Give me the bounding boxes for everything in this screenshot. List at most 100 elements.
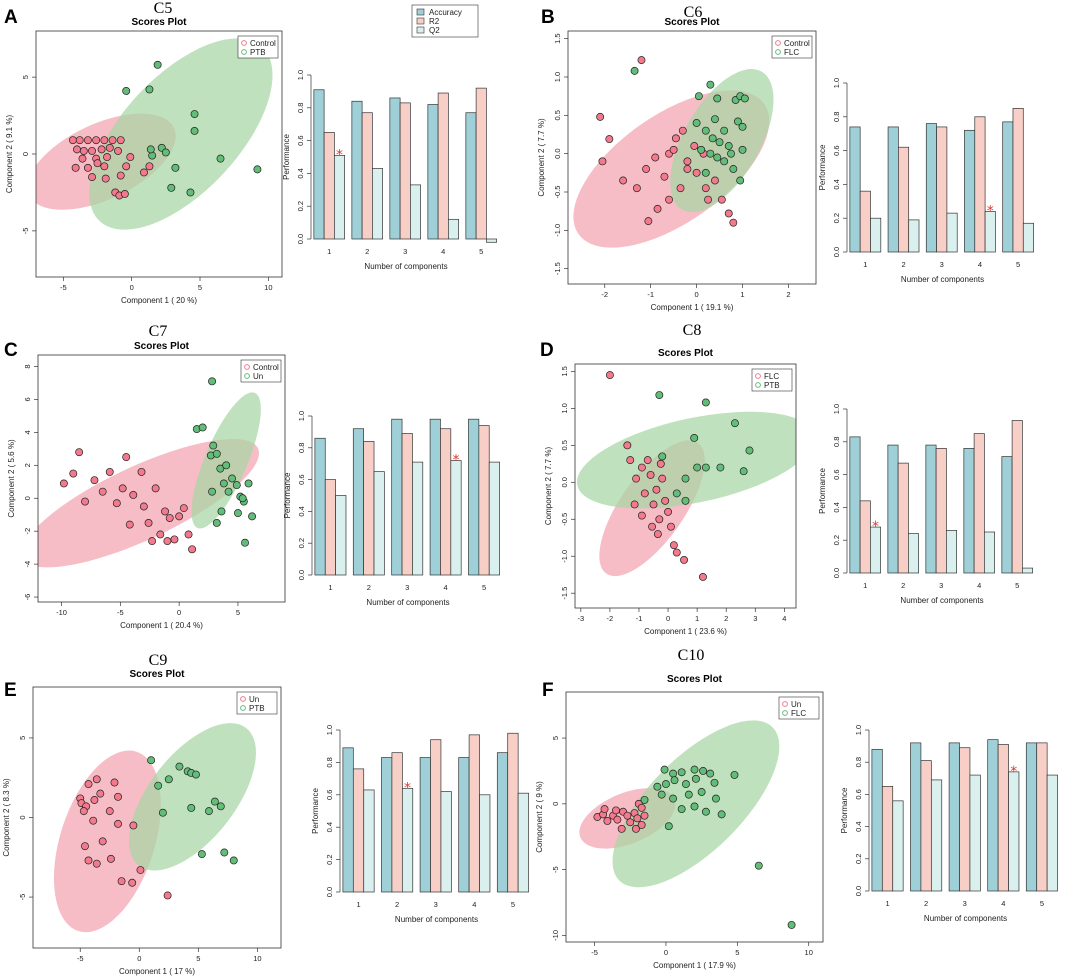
perf-y-tick-label: 0.4 bbox=[325, 822, 334, 832]
perf-x-tick-label: 5 bbox=[1015, 581, 1019, 590]
y-tick-label: 0 bbox=[23, 496, 32, 500]
score-point bbox=[144, 519, 153, 527]
perf-y-label: Performance bbox=[818, 468, 827, 514]
perf-y-tick-label: 1.0 bbox=[854, 725, 863, 735]
x-tick-label: 5 bbox=[196, 954, 200, 963]
score-point bbox=[727, 149, 735, 158]
score-point bbox=[739, 467, 748, 476]
x-tick-label: 4 bbox=[782, 614, 786, 623]
panel-letter: F bbox=[542, 680, 554, 701]
score-point bbox=[694, 92, 703, 101]
score-point bbox=[677, 805, 686, 814]
score-point bbox=[730, 770, 739, 779]
y-tick-label: -5 bbox=[18, 894, 27, 901]
scores-legend-marker bbox=[244, 364, 250, 370]
y-tick-label: 0 bbox=[18, 815, 27, 819]
score-point bbox=[139, 502, 148, 511]
perf-y-tick-label: 0.4 bbox=[854, 821, 863, 831]
score-point bbox=[137, 467, 146, 476]
score-point bbox=[660, 172, 669, 181]
score-point bbox=[704, 195, 713, 204]
y-tick-label: -1.0 bbox=[560, 550, 569, 563]
score-point bbox=[713, 94, 722, 103]
score-point bbox=[701, 184, 710, 193]
bar-r2 bbox=[859, 190, 871, 253]
score-point bbox=[148, 537, 157, 546]
bar-accuracy bbox=[391, 418, 403, 576]
score-point bbox=[672, 548, 681, 557]
score-point bbox=[617, 824, 626, 833]
score-point bbox=[187, 804, 196, 812]
y-tick-label: 0.5 bbox=[560, 440, 569, 450]
scores-legend-label: FLC bbox=[764, 372, 779, 381]
perf-y-tick-label: 0.6 bbox=[832, 469, 841, 479]
score-point bbox=[216, 802, 225, 811]
score-point bbox=[69, 469, 78, 478]
score-point bbox=[640, 795, 649, 804]
bar-r2 bbox=[959, 747, 971, 892]
panel-letter: A bbox=[4, 7, 18, 28]
perf-x-label: Number of components bbox=[924, 914, 1007, 923]
score-point bbox=[640, 489, 649, 498]
perf-y-tick-label: 0.8 bbox=[832, 112, 841, 122]
panel-letter: C bbox=[4, 340, 18, 361]
x-tick-label: 10 bbox=[805, 948, 813, 957]
bar-r2 bbox=[324, 479, 336, 576]
bar-q2 bbox=[984, 211, 996, 253]
perf-y-tick-label: 0.8 bbox=[854, 757, 863, 767]
score-point bbox=[664, 822, 673, 831]
y-tick-label: 5 bbox=[551, 736, 560, 740]
bar-q2 bbox=[946, 212, 958, 253]
bar-q2 bbox=[946, 530, 957, 574]
score-point bbox=[114, 792, 122, 801]
scores-plot-area bbox=[579, 720, 796, 929]
score-point bbox=[630, 500, 639, 509]
score-point bbox=[683, 165, 692, 173]
score-point bbox=[97, 145, 106, 154]
y-tick-label: -0.5 bbox=[560, 513, 569, 526]
bar-r2 bbox=[391, 752, 403, 893]
score-point bbox=[220, 848, 229, 857]
score-point bbox=[238, 494, 247, 503]
scores-legend-marker bbox=[775, 40, 781, 46]
bar-r2 bbox=[430, 739, 442, 893]
scores-legend-marker bbox=[241, 40, 247, 46]
score-point bbox=[241, 538, 249, 547]
bar-accuracy bbox=[1025, 742, 1038, 892]
score-point bbox=[83, 136, 92, 145]
score-point bbox=[693, 463, 702, 472]
bar-accuracy bbox=[429, 418, 441, 576]
bar-r2 bbox=[898, 146, 910, 253]
perf-y-tick-label: 0.4 bbox=[832, 502, 841, 512]
x-tick-label: -1 bbox=[636, 614, 643, 623]
perf-x-tick-label: 4 bbox=[977, 581, 981, 590]
perf-y-tick-label: 0.4 bbox=[832, 179, 841, 189]
score-point bbox=[646, 470, 655, 479]
score-point bbox=[248, 512, 257, 521]
best-component-star: * bbox=[872, 519, 879, 535]
bar-q2 bbox=[892, 800, 904, 892]
scores-legend-marker bbox=[775, 49, 781, 55]
score-point bbox=[701, 463, 710, 472]
score-point bbox=[163, 891, 172, 900]
score-point bbox=[140, 168, 148, 177]
score-point bbox=[623, 441, 632, 450]
bar-r2 bbox=[1012, 107, 1024, 253]
bar-q2 bbox=[908, 533, 919, 574]
bar-r2 bbox=[973, 433, 985, 574]
score-point bbox=[677, 768, 686, 777]
x-tick-label: 10 bbox=[253, 954, 261, 963]
bar-q2 bbox=[335, 495, 347, 576]
score-point bbox=[626, 456, 635, 465]
perf-y-tick-label: 0.2 bbox=[854, 854, 863, 864]
score-point bbox=[110, 778, 119, 787]
perf-x-tick-label: 4 bbox=[1001, 899, 1005, 908]
y-tick-label: 1.0 bbox=[553, 72, 562, 82]
score-point bbox=[690, 765, 699, 774]
y-tick-label: 1.5 bbox=[553, 33, 562, 43]
score-point bbox=[651, 153, 660, 162]
bar-q2 bbox=[373, 471, 385, 576]
perf-x-tick-label: 5 bbox=[1016, 260, 1020, 269]
